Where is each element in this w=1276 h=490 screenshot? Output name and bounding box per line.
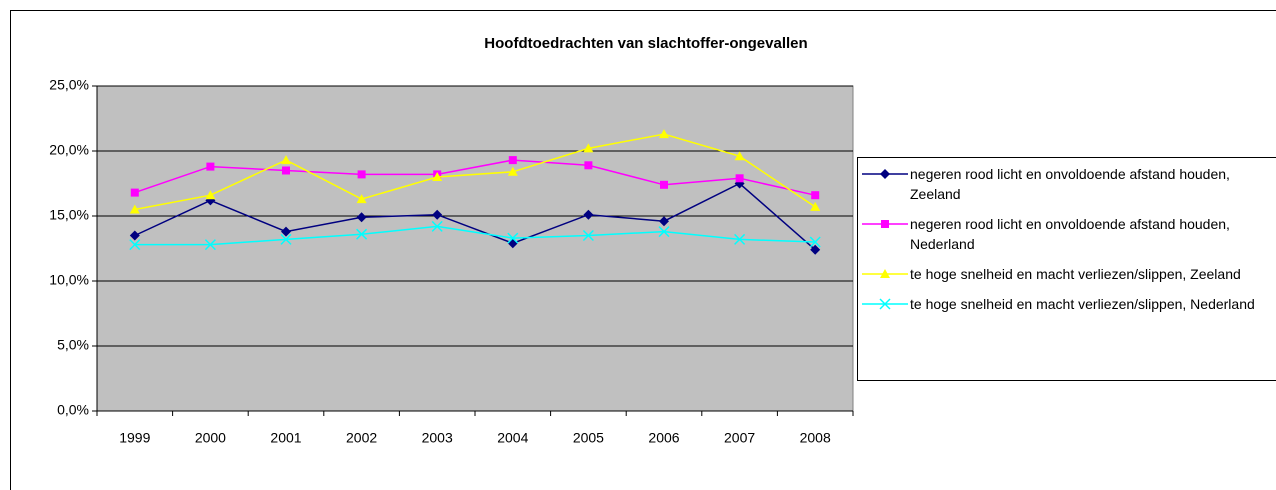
marker [659, 129, 669, 139]
series-line [134, 133, 816, 211]
legend-label: te hoge snelheid en macht verliezen/slip… [910, 266, 1241, 282]
plot-area [96, 85, 854, 412]
marker [660, 180, 668, 189]
legend-entry: negeren rood licht en onvoldoende afstan… [858, 164, 1276, 204]
marker [879, 298, 891, 310]
series-line [134, 182, 816, 251]
marker [881, 220, 889, 228]
x-tick-label: 2001 [270, 430, 301, 446]
marker [810, 201, 821, 211]
legend-entry: te hoge snelheid en macht verliezen/slip… [858, 264, 1276, 284]
marker [281, 155, 291, 165]
marker [129, 230, 140, 241]
marker [583, 143, 594, 153]
marker [357, 170, 366, 179]
marker [584, 161, 593, 170]
y-tick-label: 0,0% [57, 402, 89, 418]
chart-title: Hoofdtoedrachten van slachtoffer-ongeval… [484, 35, 807, 52]
legend-swatch [862, 298, 908, 310]
marker [432, 172, 443, 181]
marker [734, 151, 745, 161]
marker [280, 233, 292, 245]
legend-entry: negeren rood licht en onvoldoende afstan… [858, 214, 1276, 254]
y-tick-label: 20,0% [49, 142, 89, 158]
chart-frame [10, 10, 1276, 490]
marker [659, 216, 669, 227]
marker [204, 239, 216, 251]
marker [582, 229, 594, 242]
marker [356, 194, 367, 204]
x-tick-label: 2004 [497, 430, 528, 446]
legend-entry: te hoge snelheid en macht verliezen/slip… [858, 294, 1276, 314]
x-tick-label: 1999 [119, 430, 150, 446]
marker [507, 166, 518, 176]
marker [129, 239, 141, 251]
y-tick-label: 15,0% [49, 207, 89, 223]
marker [432, 209, 443, 220]
legend-swatch [862, 220, 908, 228]
marker [734, 233, 746, 245]
legend: negeren rood licht en onvoldoende afstan… [857, 157, 1276, 381]
legend-swatch [862, 169, 908, 179]
x-tick-label: 2005 [573, 430, 604, 446]
marker [809, 236, 821, 248]
marker [507, 232, 519, 244]
marker [735, 174, 744, 183]
marker [282, 166, 290, 175]
marker [658, 226, 670, 238]
legend-label: negeren rood licht en onvoldoende afstan… [910, 216, 1230, 252]
y-tick-label: 25,0% [49, 77, 89, 93]
x-tick-label: 2007 [724, 430, 755, 446]
marker [583, 209, 594, 220]
marker [129, 204, 140, 214]
series-line [134, 225, 816, 246]
marker [810, 244, 821, 255]
series-line [134, 159, 816, 196]
x-tick-label: 2006 [648, 430, 679, 446]
marker [880, 269, 890, 278]
legend-swatch [862, 269, 908, 278]
x-tick-label: 2003 [422, 430, 453, 446]
marker [281, 226, 291, 237]
marker [431, 220, 443, 232]
legend-label: negeren rood licht en onvoldoende afstan… [910, 166, 1230, 202]
marker [206, 162, 215, 171]
marker [356, 212, 367, 223]
marker [508, 156, 517, 165]
legend-label: te hoge snelheid en macht verliezen/slip… [910, 296, 1255, 312]
marker [811, 191, 820, 200]
marker [205, 190, 216, 200]
x-tick-label: 2008 [800, 430, 831, 446]
marker [356, 228, 368, 240]
y-tick-label: 5,0% [57, 337, 89, 353]
x-tick-label: 2002 [346, 430, 377, 446]
y-tick-label: 10,0% [49, 272, 89, 288]
marker [130, 188, 139, 197]
marker [880, 169, 890, 179]
x-tick-label: 2000 [195, 430, 226, 446]
